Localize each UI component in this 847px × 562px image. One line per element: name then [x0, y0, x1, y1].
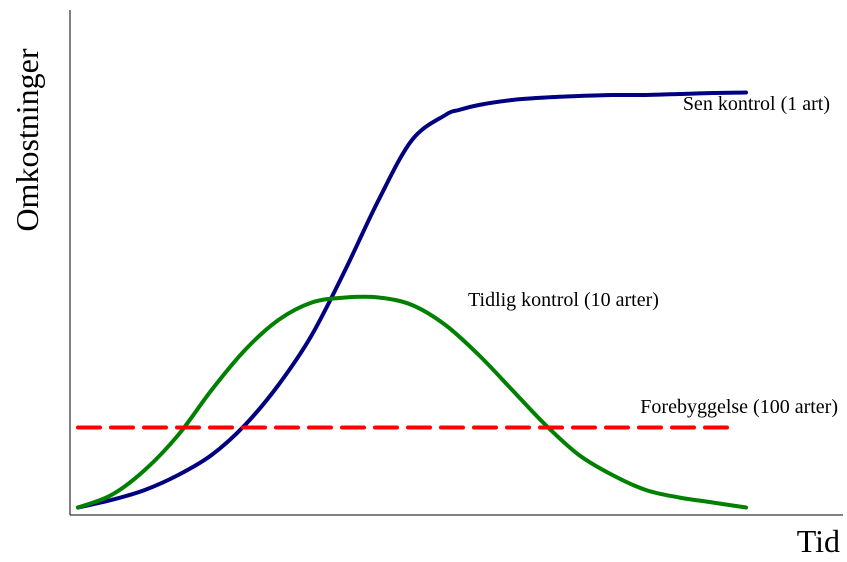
series-group: [76, 90, 748, 510]
series-label-sen-kontrol: Sen kontrol (1 art): [683, 93, 830, 115]
x-axis-label: Tid: [797, 523, 840, 559]
y-axis-label: Omkostninger: [9, 48, 45, 231]
series-line-sen-kontrol: [76, 90, 748, 510]
series-label-forebyggelse: Forebyggelse (100 arter): [640, 396, 838, 418]
series-label-tidlig-kontrol: Tidlig kontrol (10 arter): [468, 289, 659, 311]
series-line-tidlig-kontrol: [76, 294, 748, 510]
